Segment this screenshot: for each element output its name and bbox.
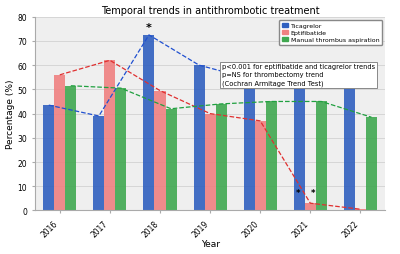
Y-axis label: Percentage (%): Percentage (%) <box>6 80 14 149</box>
Bar <box>104 61 115 211</box>
Bar <box>93 117 104 211</box>
Bar <box>115 89 126 211</box>
Bar <box>266 102 277 211</box>
Bar <box>294 82 305 211</box>
Bar <box>54 75 65 211</box>
Text: p<0.001 for eptifibatide and ticagrelor trends
p=NS for thrombectomy trend
(Coch: p<0.001 for eptifibatide and ticagrelor … <box>222 64 376 86</box>
Text: *: * <box>311 188 316 197</box>
Bar <box>43 106 54 211</box>
Text: *: * <box>296 188 300 197</box>
Bar <box>344 75 355 211</box>
Text: *: * <box>146 23 152 33</box>
Bar <box>154 91 166 211</box>
Bar <box>204 114 216 211</box>
Bar <box>244 79 255 211</box>
Bar <box>194 66 204 211</box>
Bar <box>305 203 316 211</box>
Bar <box>216 104 227 211</box>
X-axis label: Year: Year <box>200 240 220 248</box>
Bar <box>366 118 377 211</box>
Bar <box>65 86 76 211</box>
Legend: Ticagrelor, Eptifibatide, Manual thrombus aspiration: Ticagrelor, Eptifibatide, Manual thrombu… <box>279 21 382 46</box>
Bar <box>255 121 266 211</box>
Bar <box>316 102 327 211</box>
Title: Temporal trends in antithrombotic treatment: Temporal trends in antithrombotic treatm… <box>101 6 320 15</box>
Bar <box>144 36 154 211</box>
Bar <box>166 109 176 211</box>
Bar <box>355 209 366 211</box>
